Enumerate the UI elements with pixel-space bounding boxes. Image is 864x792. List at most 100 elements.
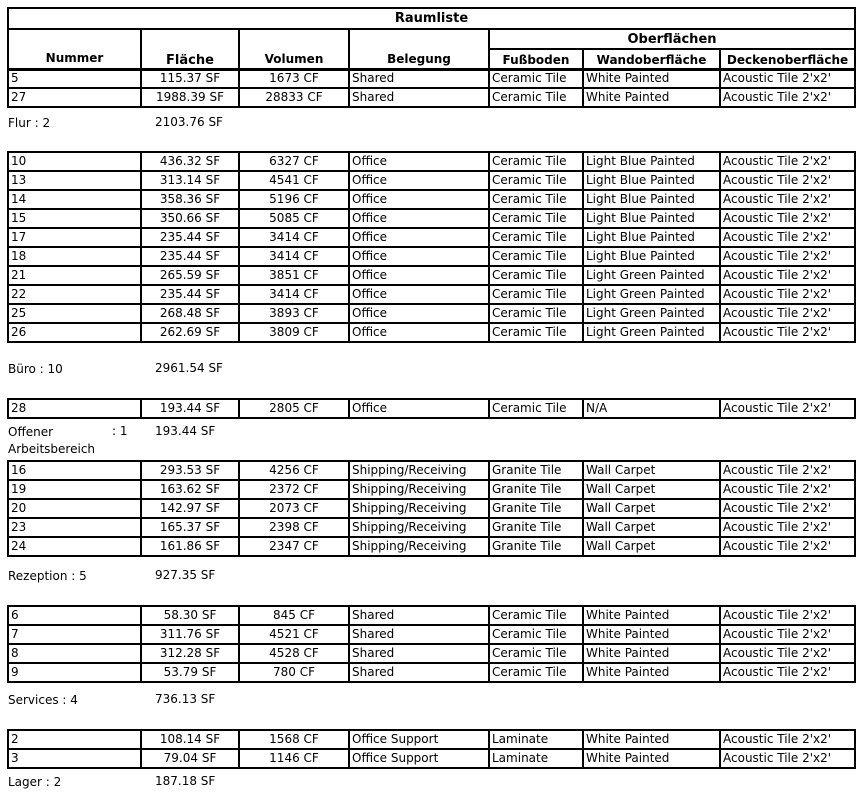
cell-wandoberflaeche[interactable]: Light Green Painted [582, 284, 721, 305]
cell-fussboden[interactable]: Ceramic Tile [488, 284, 584, 305]
table-row[interactable]: 2 108.14 SF 1568 CF Office Support Laminate W… [7, 729, 856, 750]
cell-belegung[interactable]: Shared [348, 662, 490, 683]
cell-flaeche[interactable]: 235.44 SF [140, 246, 240, 267]
cell-flaeche[interactable]: 58.30 SF [140, 605, 240, 626]
cell-belegung[interactable]: Office [348, 246, 490, 267]
cell-wandoberflaeche[interactable]: White Painted [582, 624, 721, 645]
cell-nummer[interactable]: 7 [7, 624, 142, 645]
cell-volumen[interactable]: 5196 CF [238, 189, 350, 210]
table-row[interactable]: 28 193.44 SF 2805 CF Office Ceramic Tile N/A A… [7, 398, 856, 419]
cell-belegung[interactable]: Office [348, 303, 490, 324]
cell-wandoberflaeche[interactable]: Wall Carpet [582, 460, 721, 481]
cell-nummer[interactable]: 23 [7, 517, 142, 538]
cell-flaeche[interactable]: 142.97 SF [140, 498, 240, 519]
cell-belegung[interactable]: Office [348, 208, 490, 229]
cell-fussboden[interactable]: Ceramic Tile [488, 303, 584, 324]
cell-deckenoberflaeche[interactable]: Acoustic Tile 2'x2' [719, 284, 856, 305]
cell-belegung[interactable]: Office Support [348, 729, 490, 750]
cell-volumen[interactable]: 3414 CF [238, 227, 350, 248]
cell-nummer[interactable]: 6 [7, 605, 142, 626]
table-row[interactable]: 8 312.28 SF 4528 CF Shared Ceramic Tile White… [7, 643, 856, 664]
cell-wandoberflaeche[interactable]: Wall Carpet [582, 498, 721, 519]
cell-wandoberflaeche[interactable]: White Painted [582, 87, 721, 108]
cell-nummer[interactable]: 25 [7, 303, 142, 324]
cell-fussboden[interactable]: Granite Tile [488, 536, 584, 557]
cell-belegung[interactable]: Shipping/Receiving [348, 498, 490, 519]
cell-wandoberflaeche[interactable]: White Painted [582, 68, 721, 89]
cell-nummer[interactable]: 27 [7, 87, 142, 108]
table-row[interactable]: 26 262.69 SF 3809 CF Office Ceramic Tile Ligh… [7, 322, 856, 343]
cell-wandoberflaeche[interactable]: White Painted [582, 662, 721, 683]
cell-deckenoberflaeche[interactable]: Acoustic Tile 2'x2' [719, 303, 856, 324]
cell-nummer[interactable]: 26 [7, 322, 142, 343]
cell-flaeche[interactable]: 163.62 SF [140, 479, 240, 500]
table-row[interactable]: 23 165.37 SF 2398 CF Shipping/Receiving Gran… [7, 517, 856, 538]
cell-flaeche[interactable]: 108.14 SF [140, 729, 240, 750]
table-row[interactable]: 25 268.48 SF 3893 CF Office Ceramic Tile Ligh… [7, 303, 856, 324]
cell-belegung[interactable]: Office [348, 227, 490, 248]
cell-nummer[interactable]: 24 [7, 536, 142, 557]
cell-wandoberflaeche[interactable]: White Painted [582, 729, 721, 750]
cell-volumen[interactable]: 1568 CF [238, 729, 350, 750]
cell-belegung[interactable]: Shipping/Receiving [348, 536, 490, 557]
cell-nummer[interactable]: 17 [7, 227, 142, 248]
cell-flaeche[interactable]: 268.48 SF [140, 303, 240, 324]
cell-wandoberflaeche[interactable]: Light Blue Painted [582, 227, 721, 248]
table-row[interactable]: 20 142.97 SF 2073 CF Shipping/Receiving Gran… [7, 498, 856, 519]
cell-wandoberflaeche[interactable]: Light Blue Painted [582, 151, 721, 172]
table-row[interactable]: 19 163.62 SF 2372 CF Shipping/Receiving Gran… [7, 479, 856, 500]
cell-wandoberflaeche[interactable]: White Painted [582, 643, 721, 664]
cell-belegung[interactable]: Shared [348, 624, 490, 645]
cell-belegung[interactable]: Office [348, 322, 490, 343]
cell-fussboden[interactable]: Ceramic Tile [488, 189, 584, 210]
cell-belegung[interactable]: Office [348, 189, 490, 210]
cell-volumen[interactable]: 845 CF [238, 605, 350, 626]
table-row[interactable]: 9 53.79 SF 780 CF Shared Ceramic Tile White P… [7, 662, 856, 683]
cell-deckenoberflaeche[interactable]: Acoustic Tile 2'x2' [719, 246, 856, 267]
table-row[interactable]: 14 358.36 SF 5196 CF Office Ceramic Tile Ligh… [7, 189, 856, 210]
cell-belegung[interactable]: Shared [348, 68, 490, 89]
table-row[interactable]: 6 58.30 SF 845 CF Shared Ceramic Tile White P… [7, 605, 856, 626]
cell-flaeche[interactable]: 1988.39 SF [140, 87, 240, 108]
cell-deckenoberflaeche[interactable]: Acoustic Tile 2'x2' [719, 479, 856, 500]
cell-deckenoberflaeche[interactable]: Acoustic Tile 2'x2' [719, 68, 856, 89]
cell-nummer[interactable]: 20 [7, 498, 142, 519]
table-row[interactable]: 13 313.14 SF 4541 CF Office Ceramic Tile Ligh… [7, 170, 856, 191]
cell-fussboden[interactable]: Ceramic Tile [488, 624, 584, 645]
cell-nummer[interactable]: 18 [7, 246, 142, 267]
cell-fussboden[interactable]: Granite Tile [488, 460, 584, 481]
cell-volumen[interactable]: 4528 CF [238, 643, 350, 664]
cell-deckenoberflaeche[interactable]: Acoustic Tile 2'x2' [719, 517, 856, 538]
cell-deckenoberflaeche[interactable]: Acoustic Tile 2'x2' [719, 748, 856, 769]
cell-volumen[interactable]: 2073 CF [238, 498, 350, 519]
cell-deckenoberflaeche[interactable]: Acoustic Tile 2'x2' [719, 624, 856, 645]
cell-flaeche[interactable]: 193.44 SF [140, 398, 240, 419]
cell-belegung[interactable]: Office [348, 284, 490, 305]
cell-nummer[interactable]: 21 [7, 265, 142, 286]
cell-flaeche[interactable]: 436.32 SF [140, 151, 240, 172]
cell-flaeche[interactable]: 265.59 SF [140, 265, 240, 286]
cell-nummer[interactable]: 16 [7, 460, 142, 481]
cell-volumen[interactable]: 2805 CF [238, 398, 350, 419]
cell-flaeche[interactable]: 165.37 SF [140, 517, 240, 538]
cell-fussboden[interactable]: Ceramic Tile [488, 605, 584, 626]
cell-belegung[interactable]: Shared [348, 605, 490, 626]
cell-belegung[interactable]: Shipping/Receiving [348, 460, 490, 481]
cell-belegung[interactable]: Office Support [348, 748, 490, 769]
cell-volumen[interactable]: 2372 CF [238, 479, 350, 500]
cell-flaeche[interactable]: 262.69 SF [140, 322, 240, 343]
cell-belegung[interactable]: Office [348, 151, 490, 172]
cell-fussboden[interactable]: Ceramic Tile [488, 246, 584, 267]
cell-flaeche[interactable]: 350.66 SF [140, 208, 240, 229]
cell-nummer[interactable]: 3 [7, 748, 142, 769]
cell-wandoberflaeche[interactable]: Wall Carpet [582, 479, 721, 500]
cell-nummer[interactable]: 2 [7, 729, 142, 750]
cell-flaeche[interactable]: 312.28 SF [140, 643, 240, 664]
cell-belegung[interactable]: Shared [348, 87, 490, 108]
cell-volumen[interactable]: 1673 CF [238, 68, 350, 89]
table-row[interactable]: 3 79.04 SF 1146 CF Office Support Laminate Wh… [7, 748, 856, 769]
cell-flaeche[interactable]: 161.86 SF [140, 536, 240, 557]
cell-deckenoberflaeche[interactable]: Acoustic Tile 2'x2' [719, 189, 856, 210]
cell-flaeche[interactable]: 79.04 SF [140, 748, 240, 769]
cell-belegung[interactable]: Office [348, 265, 490, 286]
